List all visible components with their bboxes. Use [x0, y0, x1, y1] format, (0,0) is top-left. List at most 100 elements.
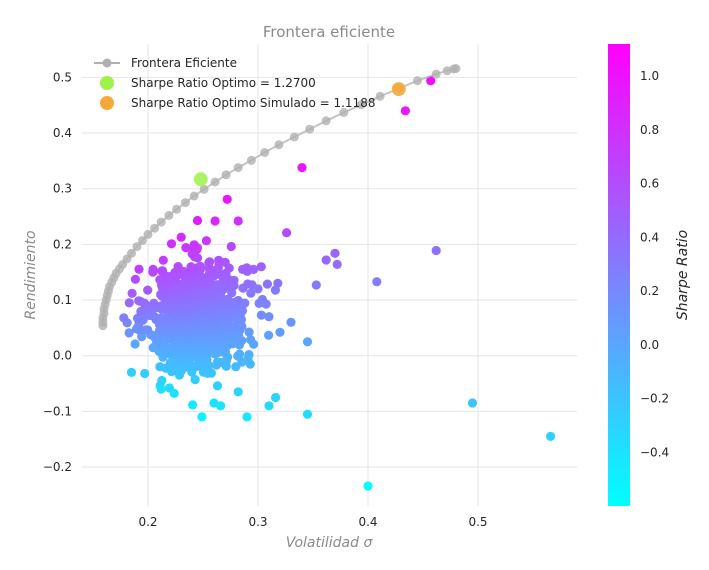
colorbar [608, 44, 630, 506]
frontier-point [172, 204, 182, 214]
portfolio-point [166, 239, 177, 249]
portfolio-point [214, 255, 224, 265]
x-tick-label: 0.2 [138, 515, 157, 529]
portfolio-point [181, 243, 191, 253]
colorbar-tick-label: 0.6 [640, 177, 659, 191]
y-tick-label: −0.2 [43, 460, 72, 474]
portfolio-point [286, 317, 296, 327]
portfolio-point [124, 328, 134, 338]
frontier-point [246, 155, 256, 165]
portfolio-point [189, 240, 199, 250]
frontier-point [164, 210, 174, 220]
frontier-point [375, 91, 385, 101]
frontier-point [221, 170, 231, 180]
portfolio-point [246, 335, 256, 345]
portfolio-point [235, 349, 245, 359]
portfolio-point [372, 277, 382, 287]
simulated-optimal-marker [391, 82, 406, 97]
portfolio-point [256, 262, 266, 272]
colorbar-tick-label: 0.8 [640, 123, 659, 137]
frontier-point [339, 108, 349, 117]
portfolio-point [275, 327, 285, 337]
portfolio-point [311, 280, 321, 290]
portfolio-point [244, 350, 254, 360]
colorbar-tick-label: 1.0 [640, 69, 659, 83]
portfolio-point [155, 362, 165, 372]
portfolio-point [176, 232, 186, 242]
optimal-markers [193, 82, 406, 187]
portfolio-point [257, 294, 267, 305]
frontier-point [132, 242, 142, 252]
portfolio-point [212, 381, 223, 391]
y-tick-label: −0.1 [43, 404, 72, 418]
portfolio-point [216, 401, 226, 411]
y-tick-label: 0.3 [53, 182, 72, 196]
portfolio-point [233, 216, 243, 226]
frontier-point [138, 236, 147, 245]
portfolio-point [190, 375, 200, 385]
portfolio-point [143, 285, 153, 295]
x-tick-label: 0.4 [358, 515, 377, 529]
portfolio-point [212, 357, 222, 367]
frontier-point [451, 64, 461, 73]
frontier-point [199, 184, 209, 194]
portfolio-point [173, 262, 183, 272]
y-tick-label: 0.2 [53, 237, 72, 251]
portfolio-point [192, 215, 203, 226]
legend-frontier-label: Frontera Eficiente [131, 56, 237, 70]
portfolio-point [148, 264, 158, 274]
x-tick-label: 0.3 [248, 515, 267, 529]
portfolio-point [140, 368, 150, 379]
portfolio-point [158, 255, 168, 265]
chart-title: Frontera eficiente [263, 23, 395, 41]
frontier-point [321, 116, 331, 126]
frontier-point [413, 76, 422, 86]
portfolio-point [273, 278, 283, 288]
frontier-point [143, 229, 153, 239]
frontier-point [305, 124, 315, 134]
portfolio-point [127, 288, 137, 298]
portfolio-point [132, 313, 143, 323]
y-tick-label: 0.1 [53, 293, 72, 307]
portfolio-point [253, 284, 263, 294]
legend-simulated-marker [100, 96, 114, 110]
optimal-sharpe-marker [193, 172, 208, 187]
portfolio-point [271, 392, 281, 403]
portfolio-point [330, 248, 340, 258]
portfolio-point [130, 339, 140, 349]
portfolio-point [302, 409, 313, 419]
portfolio-point [188, 400, 198, 410]
portfolio-point [197, 412, 207, 422]
frontier-point [356, 100, 366, 110]
portfolio-point [119, 313, 129, 323]
portfolio-point [157, 266, 167, 276]
portfolio-point [233, 295, 243, 306]
frontier-point [189, 191, 199, 201]
y-tick-label: 0.4 [53, 126, 72, 140]
portfolio-point [297, 163, 307, 173]
portfolio-point [302, 337, 313, 347]
frontier-point [156, 217, 166, 227]
portfolio-point [205, 257, 215, 267]
colorbar-label: Sharpe Ratio [675, 230, 691, 320]
x-tick-label: 0.5 [468, 515, 487, 529]
portfolio-point [222, 194, 232, 204]
portfolio-point [244, 327, 254, 337]
y-axis-label: Rendimiento [23, 230, 39, 319]
y-tick-labels: −0.2 −0.1 0.0 0.1 0.2 0.3 0.4 0.5 [43, 70, 72, 474]
portfolio-point [332, 259, 342, 269]
x-tick-labels: 0.2 0.3 0.4 0.5 [138, 515, 487, 529]
y-tick-label: 0.0 [53, 349, 72, 363]
frontier-point [260, 148, 270, 157]
legend-simulated-label: Sharpe Ratio Optimo Simulado = 1.1188 [131, 96, 375, 110]
portfolio-point [243, 279, 253, 289]
portfolio-point [400, 106, 410, 116]
portfolio-point [238, 264, 248, 274]
portfolio-point [282, 228, 292, 238]
legend-frontier-marker [102, 58, 112, 68]
portfolio-point [431, 245, 441, 256]
portfolio-point [264, 330, 274, 340]
portfolio-point [426, 76, 436, 86]
frontier-point [431, 69, 441, 79]
